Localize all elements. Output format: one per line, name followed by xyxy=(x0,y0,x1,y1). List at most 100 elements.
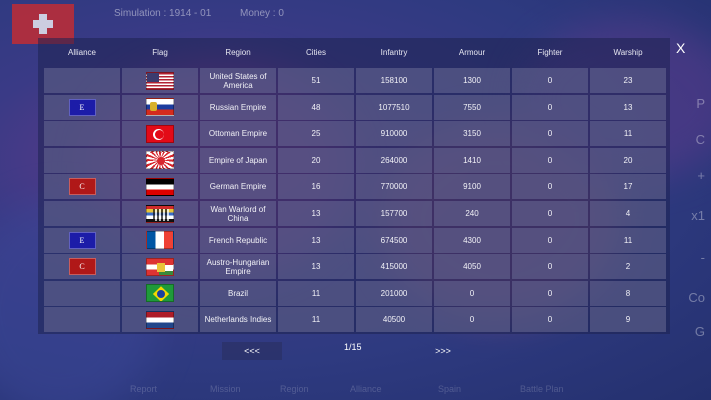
region-cell: Empire of Japan xyxy=(200,147,276,173)
warship-cell: 4 xyxy=(590,201,666,226)
flag-cell xyxy=(122,94,198,120)
armour-cell: 1300 xyxy=(434,68,510,93)
flag-cell xyxy=(122,201,198,226)
ned-flag-icon xyxy=(146,310,174,329)
alliance-cell: E xyxy=(44,227,120,253)
flag-cell xyxy=(122,121,198,147)
table-row[interactable]: E Russian Empire 48 1077510 7550 0 13 xyxy=(38,94,670,121)
side-menu-item[interactable]: + xyxy=(697,168,705,183)
alliance-cell xyxy=(44,147,120,173)
warship-cell: 11 xyxy=(590,227,666,253)
col-cities: Cities xyxy=(305,48,326,57)
fighter-cell: 0 xyxy=(512,94,588,120)
bottom-menu: Report Mission Region Alliance Spain Battle P… xyxy=(100,378,600,400)
fighter-cell: 0 xyxy=(512,254,588,280)
bottom-menu-item[interactable]: Region xyxy=(280,384,309,394)
rus-flag-icon xyxy=(146,98,174,117)
alliance-cell: E xyxy=(44,94,120,120)
ott-flag-icon xyxy=(146,124,174,143)
armour-cell: 3150 xyxy=(434,121,510,147)
side-menu-item[interactable]: C xyxy=(695,132,705,147)
infantry-cell: 1077510 xyxy=(356,94,432,120)
cities-cell: 48 xyxy=(278,94,354,120)
flag-cell xyxy=(122,68,198,93)
bottom-menu-item[interactable]: Report xyxy=(130,384,158,394)
side-menu-item[interactable]: - xyxy=(700,250,705,265)
armour-cell: 7550 xyxy=(434,94,510,120)
page-indicator: 1/15 xyxy=(344,342,362,352)
warship-cell: 8 xyxy=(590,280,666,306)
alliance-badge: E xyxy=(68,231,96,249)
table-row[interactable]: E French Republic 13 674500 4300 0 11 xyxy=(38,227,670,254)
alliance-cell xyxy=(44,201,120,226)
region-cell: Netherlands Indies xyxy=(200,307,276,333)
table-row[interactable]: Ottoman Empire 25 910000 3150 0 11 xyxy=(38,121,670,147)
warship-cell: 9 xyxy=(590,307,666,333)
alliance-cell xyxy=(44,68,120,93)
player-flag-icon xyxy=(12,4,74,44)
infantry-cell: 157700 xyxy=(356,201,432,226)
alliance-cell xyxy=(44,121,120,147)
next-page-button[interactable]: >>> xyxy=(435,346,451,356)
cities-cell: 16 xyxy=(278,174,354,200)
region-cell: Ottoman Empire xyxy=(200,121,276,147)
alliance-badge: C xyxy=(68,258,96,276)
infantry-cell: 674500 xyxy=(356,227,432,253)
side-menu-item[interactable]: G xyxy=(694,324,705,339)
col-infantry: Infantry xyxy=(380,48,408,57)
top-status-bar: Simulation : 1914 - 01 Money : 0 xyxy=(0,0,711,44)
side-menu-item[interactable]: P xyxy=(696,96,705,111)
region-cell: German Empire xyxy=(200,174,276,200)
region-cell: Austro-Hungarian Empire xyxy=(200,254,276,280)
armour-cell: 4300 xyxy=(434,227,510,253)
region-cell: Brazil xyxy=(200,280,276,306)
cities-cell: 13 xyxy=(278,254,354,280)
close-button[interactable]: X xyxy=(676,40,686,56)
infantry-cell: 158100 xyxy=(356,68,432,93)
alliance-cell: C xyxy=(44,174,120,200)
fighter-cell: 0 xyxy=(512,280,588,306)
region-stats-panel: Alliance Flag Region Cities Infantry Arm… xyxy=(38,38,670,334)
table-row[interactable]: C German Empire 16 770000 9100 0 17 xyxy=(38,174,670,200)
armour-cell: 4050 xyxy=(434,254,510,280)
fighter-cell: 0 xyxy=(512,201,588,226)
side-menu-item[interactable]: Co xyxy=(688,290,705,305)
side-menu-item[interactable]: x1 xyxy=(691,208,705,223)
warship-cell: 13 xyxy=(590,94,666,120)
alliance-badge: C xyxy=(68,178,96,196)
armour-cell: 9100 xyxy=(434,174,510,200)
region-cell: Wan Warlord of China xyxy=(200,201,276,226)
infantry-cell: 415000 xyxy=(356,254,432,280)
fighter-cell: 0 xyxy=(512,121,588,147)
cities-cell: 13 xyxy=(278,201,354,226)
infantry-cell: 201000 xyxy=(356,280,432,306)
alliance-cell: C xyxy=(44,254,120,280)
prev-page-button[interactable]: <<< xyxy=(222,342,282,360)
table-row[interactable]: Empire of Japan 20 264000 1410 0 20 xyxy=(38,147,670,174)
warship-cell: 20 xyxy=(590,147,666,173)
bottom-menu-item[interactable]: Spain xyxy=(438,384,462,394)
col-fighter: Fighter xyxy=(537,48,563,57)
armour-cell: 0 xyxy=(434,280,510,306)
table-row[interactable]: C Austro-Hungarian Empire 13 415000 4050 0 2 xyxy=(38,254,670,280)
infantry-cell: 40500 xyxy=(356,307,432,333)
infantry-cell: 770000 xyxy=(356,174,432,200)
warship-cell: 17 xyxy=(590,174,666,200)
cities-cell: 13 xyxy=(278,227,354,253)
cities-cell: 11 xyxy=(278,280,354,306)
bottom-menu-item[interactable]: Alliance xyxy=(350,384,382,394)
bottom-menu-item[interactable]: Mission xyxy=(210,384,241,394)
money-readout: Money : 0 xyxy=(240,8,284,19)
flag-cell xyxy=(122,227,198,253)
table-row[interactable]: Wan Warlord of China 13 157700 240 0 4 xyxy=(38,201,670,227)
bottom-menu-item[interactable]: Battle Plan xyxy=(520,384,564,394)
table-row[interactable]: Brazil 11 201000 0 0 8 xyxy=(38,280,670,307)
table-row[interactable]: United States of America 51 158100 1300 0 23 xyxy=(38,68,670,94)
flag-cell xyxy=(122,307,198,333)
col-warship: Warship xyxy=(613,48,643,57)
cities-cell: 25 xyxy=(278,121,354,147)
infantry-cell: 264000 xyxy=(356,147,432,173)
table-row[interactable]: Netherlands Indies 11 40500 0 0 9 xyxy=(38,307,670,333)
fra-flag-icon xyxy=(146,231,174,250)
cities-cell: 51 xyxy=(278,68,354,93)
